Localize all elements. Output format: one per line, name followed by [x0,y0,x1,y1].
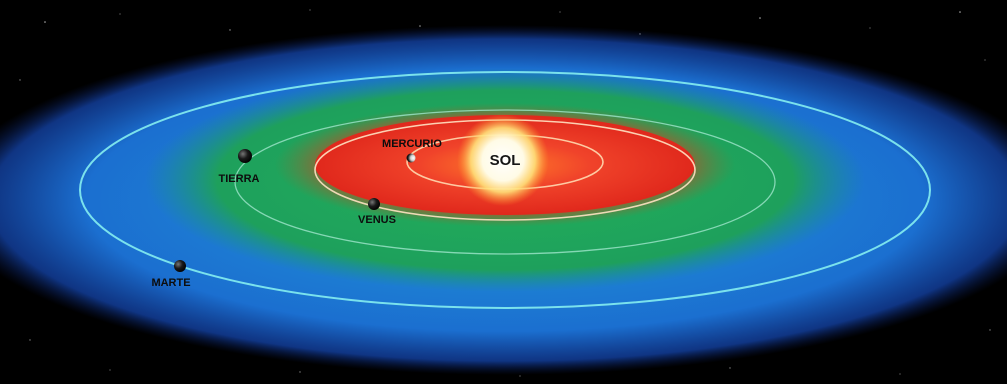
orbit-marte [79,71,931,309]
planet-marte [174,260,186,272]
planet-label-tierra: TIERRA [219,173,260,185]
planet-label-venus: VENUS [358,214,396,226]
sun [457,114,549,206]
orbit-tierra [234,109,776,255]
sun-label: SOL [490,152,521,169]
planet-label-marte: MARTE [151,277,190,289]
planet-label-mercurio: MERCURIO [382,138,442,150]
planet-mercurio [406,153,416,163]
planet-tierra [238,149,252,163]
planet-venus [368,198,380,210]
